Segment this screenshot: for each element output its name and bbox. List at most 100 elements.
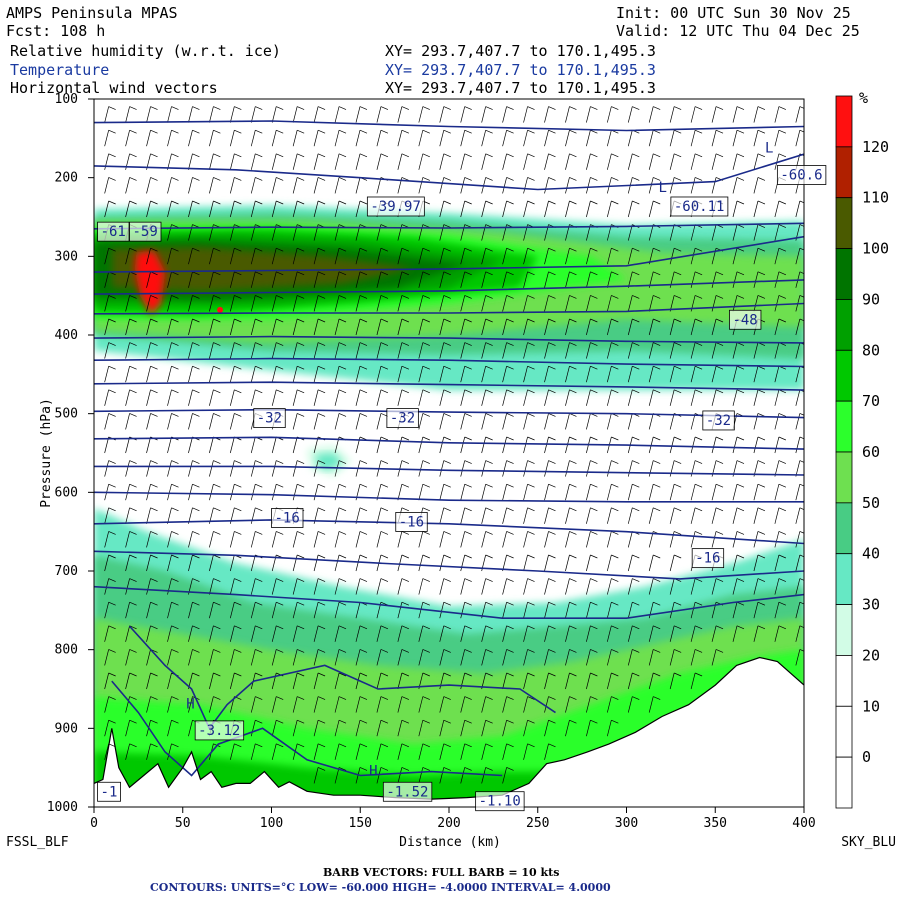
wind-barb-flag	[653, 601, 661, 606]
wind-barb	[439, 106, 445, 123]
wind-barb	[606, 177, 612, 194]
wind-barb-flag	[611, 436, 619, 441]
wind-barb	[167, 342, 172, 359]
wind-barb	[439, 248, 445, 265]
colorbar-label: 40	[862, 545, 880, 563]
wind-barb	[250, 436, 256, 454]
wind-barb	[355, 720, 361, 737]
wind-barb	[565, 484, 570, 501]
wind-barb	[418, 743, 424, 760]
wind-barb-flag	[799, 318, 804, 322]
wind-barb	[355, 625, 361, 642]
field-xy-temperature: XY= 293.7,407.7 to 170.1,495.3	[385, 61, 656, 79]
wind-barb	[544, 248, 549, 265]
wind-barb-flag	[297, 696, 305, 700]
wind-barb-flag	[548, 507, 556, 512]
wind-barb-flag	[380, 743, 389, 748]
wind-barb-flag	[694, 365, 703, 370]
wind-barb	[271, 389, 277, 406]
wind-barb-flag	[380, 649, 389, 653]
wind-barb-flag	[464, 460, 472, 464]
wind-barb	[167, 484, 172, 501]
wind-barb	[523, 153, 528, 170]
wind-barb-flag	[799, 436, 804, 440]
wind-barb	[146, 672, 151, 690]
wind-barb	[104, 153, 109, 170]
wind-barb	[376, 106, 382, 123]
wind-barb	[250, 342, 256, 359]
contour-label: -1.52	[386, 784, 428, 800]
wind-barb	[355, 200, 361, 218]
wind-barb	[711, 389, 717, 406]
wind-barb	[146, 743, 151, 760]
wind-barb-flag	[611, 719, 619, 724]
wind-barb-flag	[527, 743, 535, 748]
wind-barb-flag	[276, 153, 284, 158]
wind-barb-flag	[778, 153, 787, 158]
wind-barb	[439, 342, 445, 359]
wind-barb	[711, 318, 717, 336]
wind-barb	[292, 130, 298, 147]
wind-barb	[229, 672, 235, 690]
wind-barb-flag	[276, 719, 284, 724]
wind-barb-flag	[799, 200, 804, 204]
wind-barb	[481, 649, 486, 666]
wind-barb-flag	[506, 672, 514, 677]
x-tick-label: 100	[260, 816, 283, 831]
wind-barb-flag	[715, 507, 724, 512]
wind-barb-flag	[736, 389, 745, 394]
wind-barb	[125, 271, 130, 288]
wind-barb-flag	[548, 578, 556, 582]
wind-barb-flag	[736, 177, 745, 181]
wind-barb-flag	[255, 318, 263, 323]
wind-barb-flag	[401, 767, 410, 771]
wind-barb	[565, 578, 570, 595]
wind-barb-flag	[317, 460, 326, 464]
wind-barb	[313, 720, 319, 737]
wind-barb	[502, 389, 507, 406]
wind-barb-flag	[632, 271, 640, 276]
wind-barb-flag	[255, 625, 263, 630]
wind-barb-flag	[422, 413, 430, 417]
wind-barb-flag	[757, 153, 766, 158]
wind-barb-flag	[317, 719, 326, 724]
wind-barb-flag	[401, 295, 410, 299]
wind-barb	[460, 436, 466, 454]
wind-barb	[753, 507, 759, 524]
wind-barb-flag	[653, 129, 661, 134]
wind-barb	[460, 295, 466, 312]
wind-barb	[125, 460, 130, 477]
colorbar-bin	[835, 604, 853, 656]
wind-barb-flag	[359, 767, 368, 771]
wind-barb-flag	[611, 200, 619, 205]
wind-barb-flag	[108, 649, 116, 653]
wind-barb-flag	[757, 578, 766, 582]
wind-barb-flag	[590, 271, 598, 276]
wind-barb-flag	[338, 129, 347, 134]
wind-barb-flag	[359, 271, 368, 276]
wind-barb-flag	[422, 719, 430, 724]
wind-barb-flag	[694, 601, 703, 606]
wind-barb	[229, 130, 235, 147]
wind-barb	[376, 743, 382, 760]
wind-barb-flag	[150, 601, 158, 606]
wind-barb	[209, 366, 214, 383]
wind-barb	[418, 625, 424, 642]
wind-barb-flag	[632, 342, 640, 346]
wind-barb	[502, 130, 507, 147]
wind-barb-flag	[694, 342, 703, 346]
wind-barb	[125, 672, 130, 690]
wind-barb-flag	[317, 601, 326, 606]
wind-barb-flag	[255, 649, 263, 653]
wind-barb	[753, 342, 759, 359]
wind-barb	[502, 366, 507, 383]
wind-barb	[753, 531, 759, 548]
wind-barb-flag	[359, 483, 368, 488]
wind-barb	[146, 271, 151, 288]
wind-barb	[565, 507, 570, 524]
wind-barb	[292, 531, 298, 548]
wind-barb	[606, 271, 612, 288]
wind-barb-flag	[129, 106, 137, 110]
wind-barb	[690, 436, 696, 454]
wind-barb	[229, 602, 235, 619]
